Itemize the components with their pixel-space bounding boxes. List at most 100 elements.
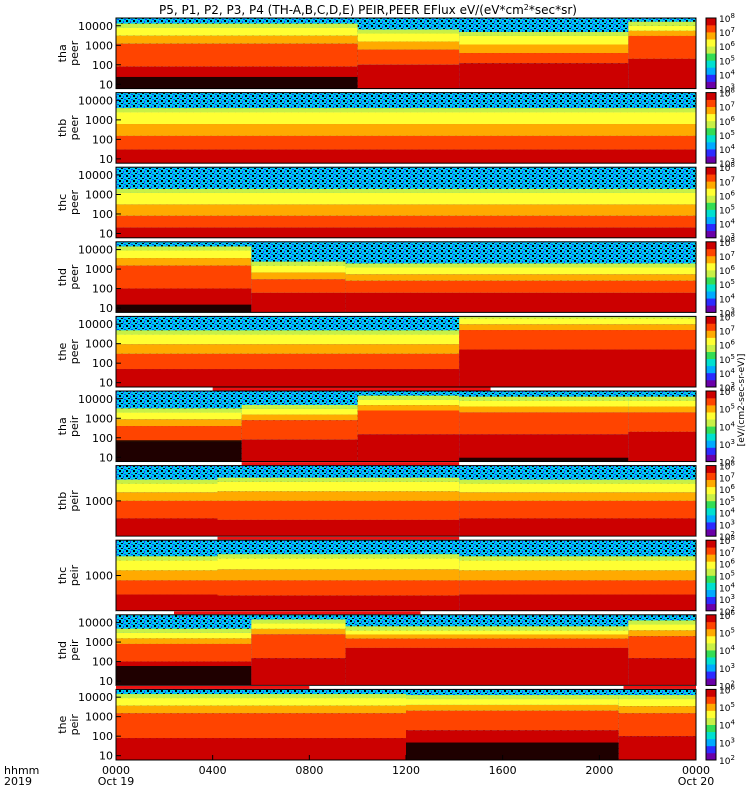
colorbar-cell-thd-peir-0 [706,678,716,686]
colorbar-cell-thb-peer-8 [706,99,716,108]
colorbar-tick-thb-peer-1: 107 [719,101,735,114]
y-tick-label-tha-peir-0: 10000 [78,393,113,406]
colorbar-cell-the-peer-5 [706,344,716,352]
spectrum-band-thd-peir-1-3 [251,634,346,659]
colorbar-cell-thd-peer-2 [706,291,716,299]
colorbar-cell-thd-peer-7 [706,255,716,264]
colorbar-cell-thc-peir-3 [706,582,716,590]
colorbar-cell-tha-peer-0 [706,81,716,89]
colorbar-tick-the-peer-5: 103 [719,381,735,394]
colorbar-cell-thd-peir-2 [706,664,716,672]
spectrum-band-thd-peir-2-4 [345,647,629,686]
colorbar-tick-thc-peer-4: 104 [719,218,735,231]
spectrum-band-tha-peir-2-3 [357,410,460,435]
time-axis: hhmm 2019 0000 0400 0800 1200 1600 2000 0000Oc… [4,755,714,788]
colorbar-cell-the-peer-9 [706,316,716,324]
spectrum-band-tha-peir-4-0 [628,396,696,401]
spectrum-band-thc-peir-2-3 [459,580,696,595]
y-tick-label-thc-peer-0: 10000 [78,169,113,182]
colorbar-tick-tha-peir-1: 105 [719,403,735,416]
spectrum-band-tha-peer-3-0 [628,21,696,26]
colorbar-cell-the-peer-1 [706,372,716,381]
y-tick-label-the-peer-2: 100 [92,357,113,370]
colorbar-tick-the-peir-2: 104 [719,719,735,732]
colorbar-cell-thc-peir-4 [706,575,716,583]
spectrum-band-thc-peir-0-2 [116,570,218,581]
spectrum-band-tha-peir-2-4 [357,434,460,462]
colorbar-cell-thc-peir-5 [706,568,716,576]
spectrum-band-tha-peer-2-1 [459,35,629,45]
spectrum-band-tha-peer-2-2 [459,44,629,54]
spectrum-band-thb-peer-0-0 [116,108,696,113]
colorbar-cell-thb-peer-5 [706,120,716,129]
mode-ribbon-thc-peir-0 [174,611,421,615]
panel-frame-tha-peir [115,390,697,463]
spectrum-band-tha-peer-2-0 [459,31,629,36]
time-axis-label-year: 2019 [4,775,32,788]
spectrum-band-the-peer-0-2 [116,344,460,354]
colorbar-tick-the-peir-4: 102 [719,754,735,767]
colorbar-cell-thd-peir-8 [706,621,716,630]
y-tick-label-thd-peir-3: 10 [99,675,113,688]
colorbar-frame-thc-peer [705,166,717,239]
spectrum-band-thd-peir-3-4 [628,658,696,686]
spectrum-band-the-peer-0-4 [116,369,460,387]
colorbar-tick-thd-peer-4: 104 [719,292,735,305]
colorbar-tick-tha-peer-4: 104 [719,68,735,81]
spectrum-band-the-peer-1-4 [459,349,696,387]
spectrum-band-thd-peer-2-3 [345,280,696,293]
data-gap-tha-peir-0 [116,440,242,462]
colorbar-tick-the-peir-3: 103 [719,736,735,749]
colorbar-cell-thd-peir-6 [706,635,716,644]
colorbar-frame-thc-peir [705,539,717,612]
spectrum-band-tha-peer-3-3 [628,35,696,59]
spectrum-band-thd-peer-2-0 [345,263,696,268]
mode-ribbon-thb-peir-0 [217,536,460,540]
time-tick-label-0: 0000 [102,764,130,777]
spectrum-band-thc-peir-2-1 [459,560,696,571]
colorbar-cell-tha-peir-4 [706,426,716,434]
spectrum-band-tha-peir-2-2 [357,405,460,411]
spectrum-band-thd-peer-2-1 [345,267,696,275]
spectrum-band-tha-peer-3-2 [628,30,696,36]
panel-label-probe-thd-peir: thd [56,641,69,659]
panel-label-probe-thc-peer: thc [56,194,69,211]
spectrum-band-thb-peer-0-2 [116,124,696,136]
colorbar-tick-tha-peir-0: 106 [719,385,735,398]
spectrum-band-thd-peir-2-2 [345,634,629,639]
spectrum-band-thb-peir-1-4 [217,519,460,537]
colorbar-cell-thb-peir-3 [706,507,716,516]
spectrum-band-thb-peir-1-0 [217,477,460,482]
colorbar-cell-thd-peer-4 [706,277,716,285]
colorbar-tick-the-peer-2: 106 [719,339,735,352]
colorbar-tick-thb-peer-0: 108 [719,87,735,100]
colorbar-cell-thc-peer-8 [706,174,716,182]
colorbar-cell-thb-peer-7 [706,106,716,115]
colorbar-cell-thb-peer-6 [706,113,716,122]
colorbar-cell-thc-peer-1 [706,223,716,232]
figure-title-main: P5, P1, P2, P3, P4 (TH-A,B,C,D,E) PEIR,P… [159,3,524,17]
colorbar-cell-thd-peir-5 [706,643,716,651]
spectrum-band-thc-peir-0-1 [116,560,218,571]
spectrum-band-thb-peer-0-4 [116,149,696,164]
colorbar-tick-tha-peer-0: 108 [719,12,735,25]
panel-label-species-the-peer: peer [68,339,81,365]
spectrum-band-thd-peir-0-3 [116,643,252,662]
time-tick-label-4: 1600 [489,764,517,777]
panel-label-species-thd-peir: peir [68,639,81,661]
y-tick-label-thc-peer-1: 1000 [85,188,113,201]
spectrum-band-tha-peer-1-3 [357,49,460,65]
spectrum-band-thd-peir-2-1 [345,630,629,635]
panel-frame-thb-peer [115,92,697,164]
colorbar-tick-thc-peir-5: 103 [719,593,735,606]
spectrum-band-tha-peer-3-4 [628,58,696,89]
colorbar-cell-thc-peer-2 [706,216,716,224]
colorbar-tick-tha-peir-4: 102 [719,456,735,469]
colorbar-tick-the-peir-1: 105 [719,701,735,714]
colorbar-cell-tha-peir-1 [706,447,716,455]
colorbar-tick-thb-peir-3: 105 [719,495,735,508]
colorbar-cell-thd-peir-9 [706,614,716,623]
colorbar-frame-tha-peer [705,17,717,90]
